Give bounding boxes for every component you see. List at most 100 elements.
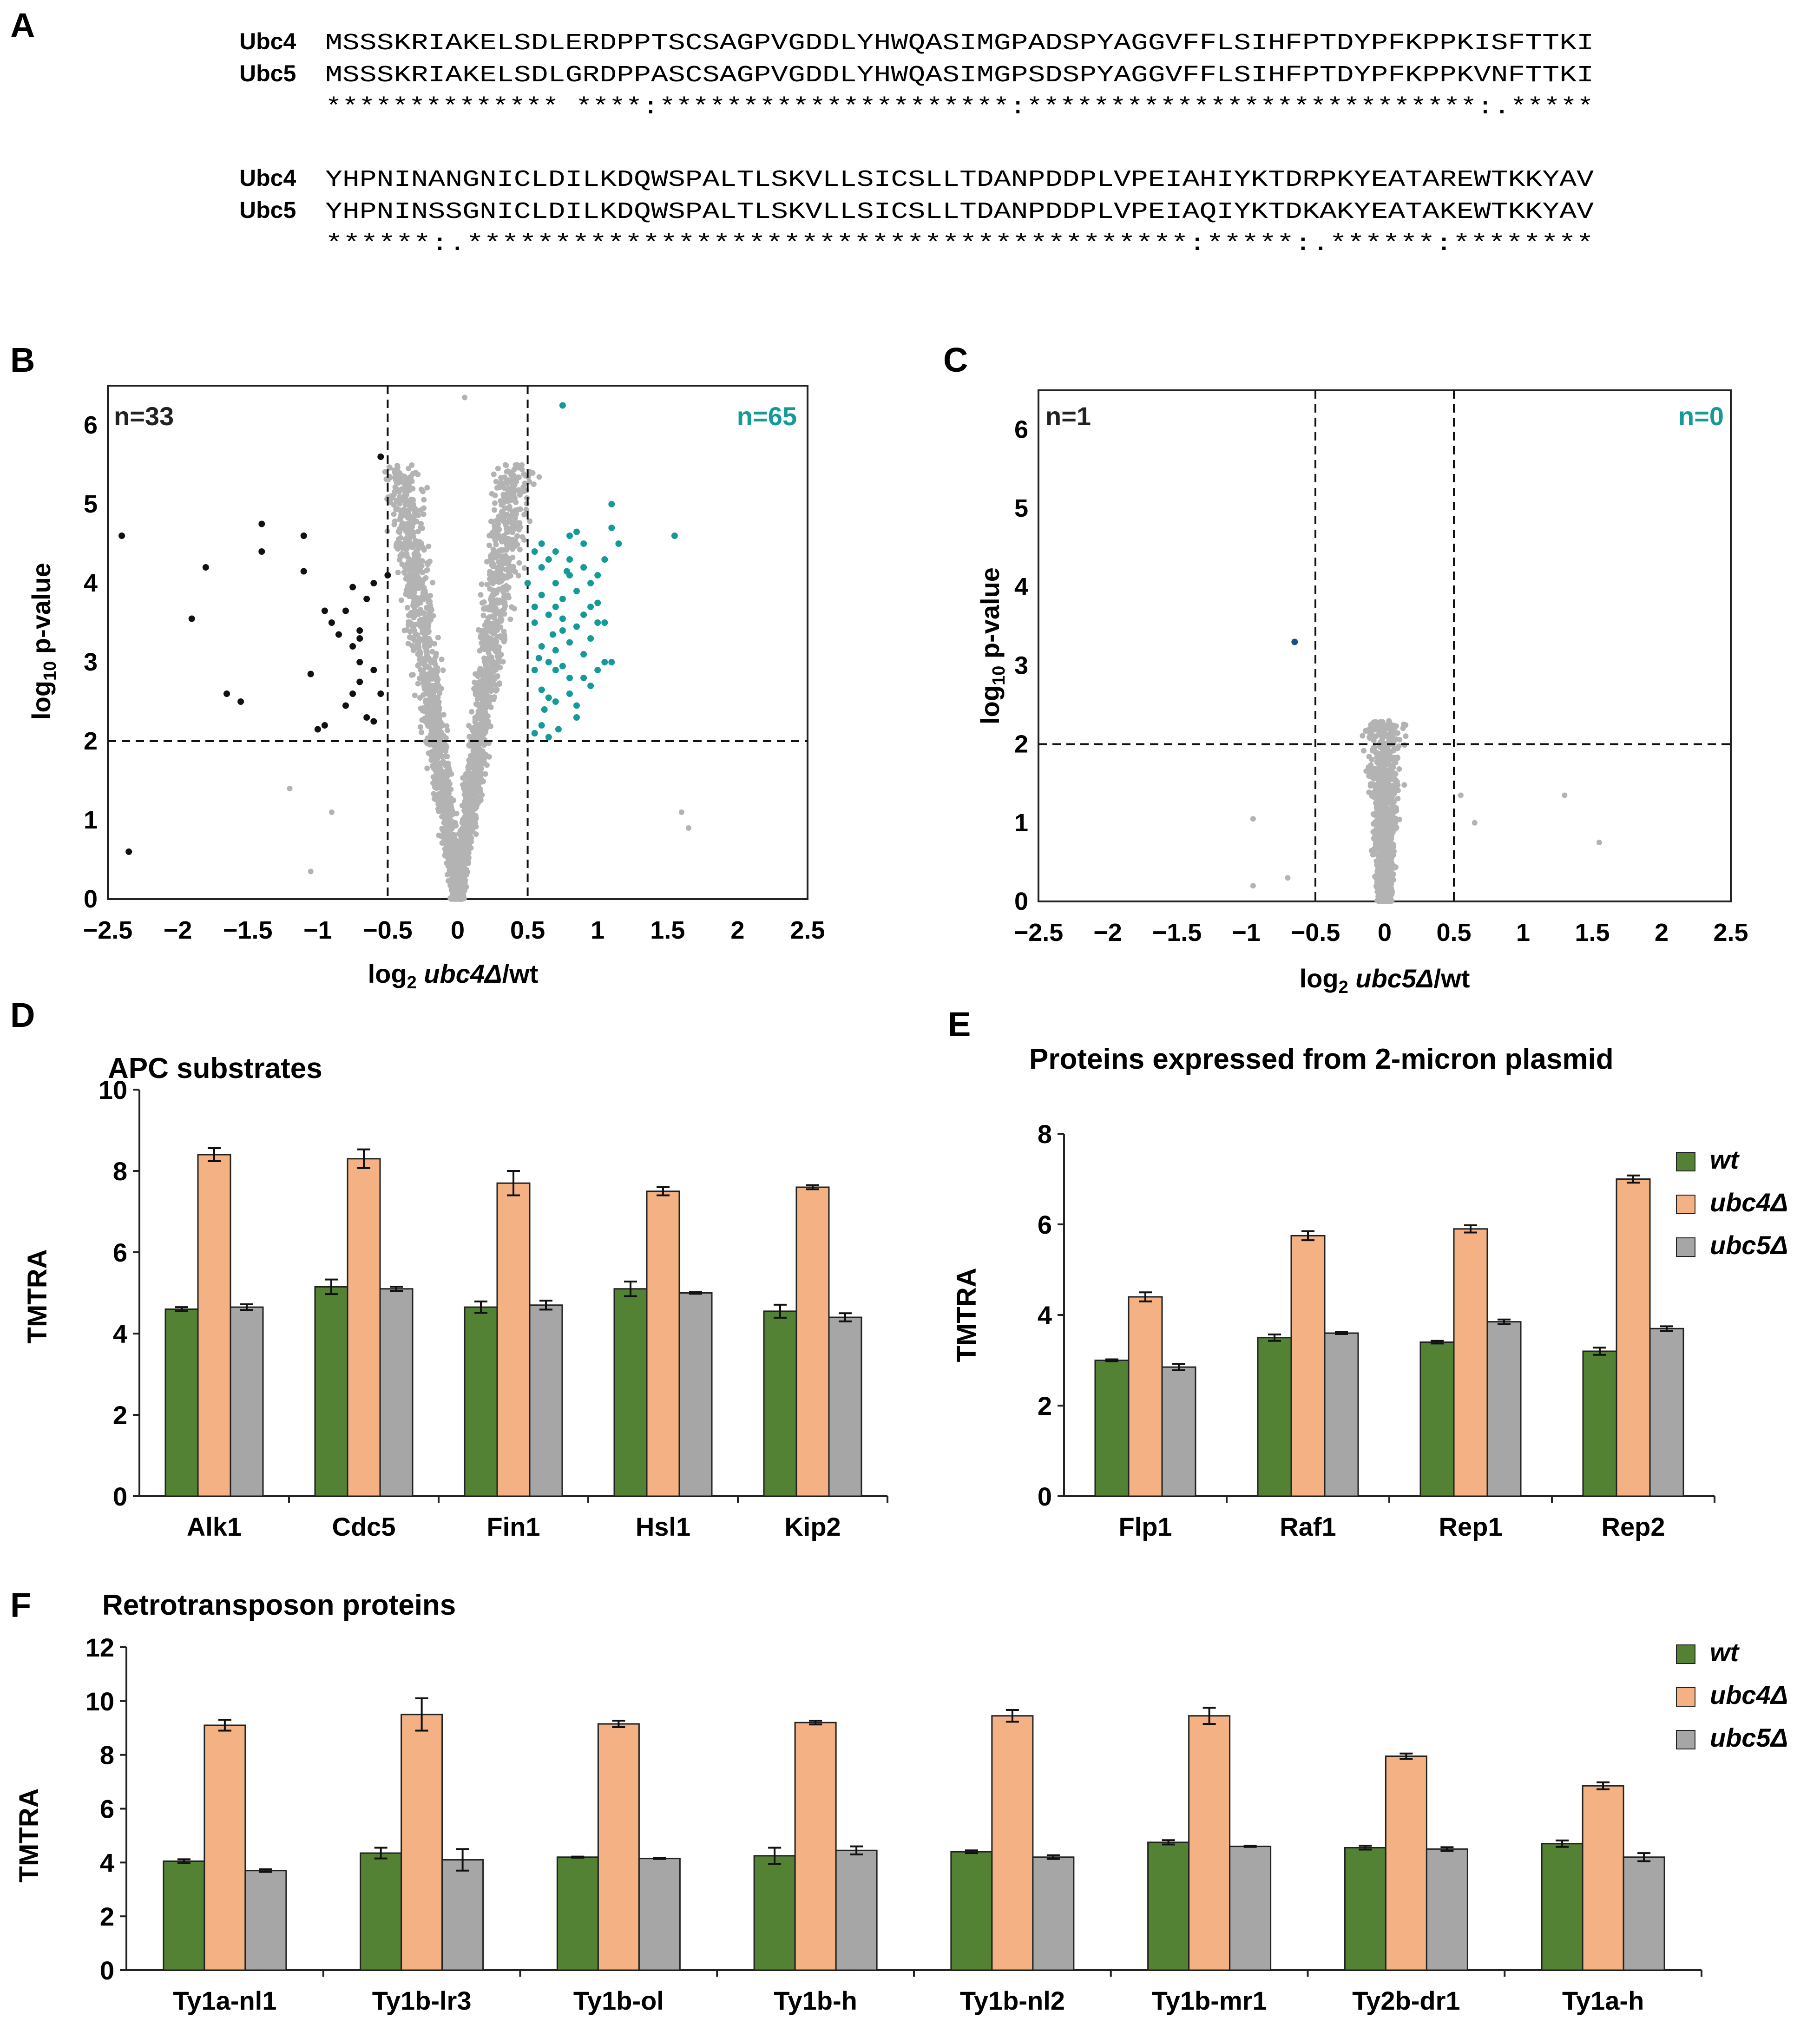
background-point	[503, 462, 509, 468]
background-point	[517, 490, 523, 496]
background-point	[1390, 852, 1396, 858]
background-point	[445, 764, 451, 770]
background-point	[1374, 862, 1380, 868]
background-point	[490, 580, 496, 586]
x-tick-label: 1.5	[650, 916, 685, 944]
background-point	[516, 524, 522, 530]
bar	[1290, 1235, 1326, 1497]
y-tick-label: 5	[84, 490, 98, 518]
y-tick-label: 5	[1014, 494, 1028, 522]
down-regulated-point	[377, 454, 384, 460]
x-tick-label: Ty1b-lr3	[372, 1986, 472, 2015]
background-point	[426, 611, 432, 617]
x-tick-label: Ty2b-dr1	[1352, 1986, 1460, 2015]
background-point	[503, 547, 509, 553]
background-point	[410, 647, 416, 653]
background-point	[435, 748, 441, 754]
background-point	[460, 893, 466, 899]
background-point	[494, 574, 500, 580]
background-point	[521, 565, 527, 571]
background-point	[1370, 852, 1376, 858]
down-regulated-point	[342, 607, 349, 614]
y-tick-label: 0	[1038, 1482, 1052, 1511]
background-point	[401, 486, 407, 492]
background-point	[421, 511, 427, 517]
background-point	[519, 467, 525, 472]
background-point	[467, 817, 473, 823]
y-tick-label: 1	[1014, 809, 1028, 837]
background-point	[432, 778, 438, 784]
background-point	[462, 869, 468, 875]
x-tick-label: 1.5	[1575, 919, 1610, 947]
background-point	[437, 774, 443, 780]
background-point	[421, 686, 427, 692]
background-point	[421, 497, 427, 503]
background-point	[1370, 821, 1376, 827]
y-axis-label-e: TMTRA	[952, 1268, 982, 1362]
up-regulated-point	[552, 698, 559, 705]
background-point	[469, 825, 475, 831]
x-tick-label: 0	[1378, 919, 1392, 947]
background-point	[491, 615, 497, 621]
x-label-gap-c	[1348, 964, 1356, 993]
background-point	[501, 605, 507, 611]
background-point	[473, 691, 479, 697]
background-point	[486, 646, 492, 652]
background-point	[517, 546, 523, 552]
background-point	[476, 746, 482, 752]
legend-f: wt ubc4Δ ubc5Δ	[1676, 1637, 1788, 1752]
y-tick-label: 10	[85, 1687, 114, 1716]
up-regulated-point	[580, 611, 587, 618]
background-point	[1377, 812, 1383, 818]
background-point	[428, 757, 434, 763]
panel-label-d: D	[10, 996, 35, 1034]
background-point	[474, 701, 480, 707]
background-point	[489, 519, 495, 525]
bar	[646, 1190, 680, 1497]
background-point	[431, 667, 437, 673]
bar	[794, 1722, 837, 1971]
legend-swatch-wt-e	[1676, 1152, 1695, 1171]
background-point	[507, 573, 513, 579]
legend-swatch-wt-f	[1676, 1644, 1695, 1664]
down-regulated-point	[300, 568, 307, 575]
background-point	[496, 681, 502, 687]
up-regulated-point	[608, 525, 615, 531]
background-point	[1384, 864, 1390, 870]
background-point	[439, 657, 445, 663]
background-point	[431, 791, 437, 797]
background-point	[444, 723, 450, 729]
background-point	[409, 574, 415, 580]
x-tick-label: 1	[1516, 919, 1530, 947]
background-point	[410, 582, 415, 588]
bar	[360, 1852, 402, 1971]
background-point	[1391, 820, 1397, 825]
background-point	[477, 694, 483, 700]
up-regulated-point	[566, 675, 573, 681]
down-regulated-point	[384, 572, 391, 579]
y-label-suffix-b: p-value	[26, 563, 56, 654]
background-point	[436, 753, 442, 759]
x-label-prefix-b: log	[368, 959, 407, 988]
count-left-c: n=1	[1045, 401, 1091, 431]
bar	[441, 1859, 484, 1971]
background-point	[478, 592, 484, 598]
down-regulated-point	[258, 548, 265, 555]
background-point	[426, 683, 432, 689]
background-point	[478, 776, 484, 782]
background-point	[419, 730, 424, 736]
up-regulated-point	[552, 647, 559, 654]
x-tick-label: −2	[1093, 919, 1122, 947]
bar	[1385, 1755, 1427, 1971]
background-point	[479, 628, 485, 634]
background-point	[410, 497, 416, 503]
background-point	[1394, 754, 1400, 760]
up-regulated-point	[608, 659, 615, 665]
up-regulated-point	[538, 722, 545, 729]
background-point	[487, 586, 493, 592]
background-point	[1382, 845, 1388, 851]
chart-title-d: APC substrates	[108, 1052, 322, 1085]
y-tick-label: 1	[84, 806, 98, 834]
background-point	[500, 659, 506, 665]
